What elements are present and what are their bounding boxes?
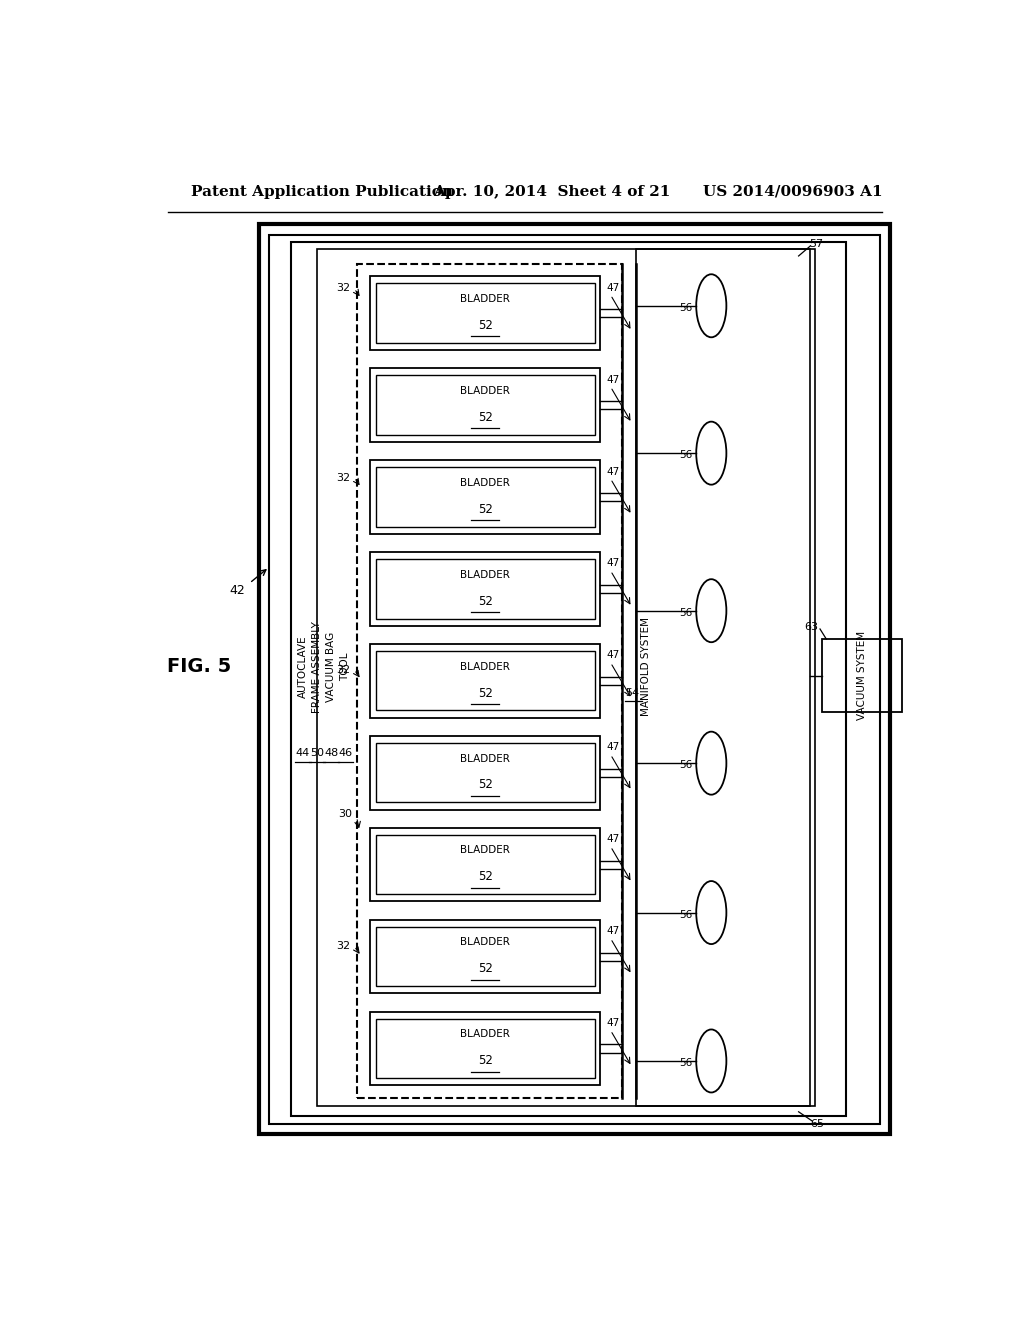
Text: VACUUM SYSTEM: VACUUM SYSTEM (857, 631, 867, 721)
Text: BLADDER: BLADDER (460, 478, 510, 488)
Text: 56: 56 (679, 909, 692, 920)
Text: BLADDER: BLADDER (460, 661, 510, 672)
Text: Patent Application Publication: Patent Application Publication (191, 185, 454, 199)
Text: TOOL: TOOL (340, 652, 350, 681)
Bar (822, 639, 902, 713)
Text: BLADDER: BLADDER (460, 754, 510, 763)
Text: 30: 30 (339, 809, 352, 818)
Bar (291, 242, 846, 1115)
Text: 44: 44 (296, 748, 309, 758)
Text: 47: 47 (606, 834, 620, 845)
Bar (376, 284, 595, 343)
Text: 65: 65 (811, 1119, 824, 1129)
Bar (370, 552, 600, 626)
Bar (356, 264, 623, 1097)
Text: US 2014/0096903 A1: US 2014/0096903 A1 (703, 185, 883, 199)
Text: 32: 32 (336, 284, 350, 293)
Bar (376, 927, 595, 986)
Bar (370, 368, 600, 442)
Bar (636, 249, 811, 1106)
Text: 56: 56 (679, 1059, 692, 1068)
Text: MANIFOLD SYSTEM: MANIFOLD SYSTEM (641, 618, 651, 717)
Text: 32: 32 (336, 941, 350, 952)
Text: BLADDER: BLADDER (460, 570, 510, 579)
Text: 47: 47 (606, 466, 620, 477)
Text: 54: 54 (625, 688, 639, 698)
Text: 47: 47 (606, 282, 620, 293)
Text: FIG. 5: FIG. 5 (167, 657, 231, 676)
Bar (376, 836, 595, 895)
Text: 32: 32 (336, 665, 350, 675)
Text: BLADDER: BLADDER (460, 1030, 510, 1039)
Bar (376, 1019, 595, 1078)
Bar (370, 276, 600, 350)
Text: BLADDER: BLADDER (460, 937, 510, 948)
Text: 47: 47 (606, 742, 620, 752)
Bar (376, 467, 595, 527)
Text: 47: 47 (606, 1018, 620, 1028)
Text: Apr. 10, 2014  Sheet 4 of 21: Apr. 10, 2014 Sheet 4 of 21 (433, 185, 671, 199)
Bar (370, 828, 600, 902)
Text: 47: 47 (606, 651, 620, 660)
Text: AUTOCLAVE: AUTOCLAVE (298, 635, 307, 698)
Text: BLADDER: BLADDER (460, 385, 510, 396)
Text: 32: 32 (336, 473, 350, 483)
Text: BLADDER: BLADDER (460, 294, 510, 304)
Text: 48: 48 (324, 748, 338, 758)
Bar (370, 920, 600, 994)
Text: 47: 47 (606, 927, 620, 936)
Bar (316, 249, 815, 1106)
Bar (259, 224, 890, 1134)
Text: 57: 57 (809, 239, 823, 248)
Text: 56: 56 (679, 607, 692, 618)
Bar (370, 461, 600, 533)
Text: BLADDER: BLADDER (460, 845, 510, 855)
Text: 52: 52 (477, 686, 493, 700)
Text: 52: 52 (477, 411, 493, 424)
Text: 52: 52 (477, 319, 493, 331)
Text: 50: 50 (310, 748, 324, 758)
Text: 52: 52 (477, 503, 493, 516)
Bar (376, 651, 595, 710)
Bar (370, 644, 600, 718)
Text: FRAME ASSEMBLY: FRAME ASSEMBLY (312, 620, 322, 713)
Text: 63: 63 (805, 622, 818, 632)
Text: 56: 56 (679, 302, 692, 313)
Text: 42: 42 (229, 583, 246, 597)
Bar (269, 235, 880, 1125)
Text: 52: 52 (477, 779, 493, 792)
Text: 56: 56 (679, 760, 692, 770)
Bar (376, 375, 595, 434)
Text: 52: 52 (477, 962, 493, 975)
Text: 47: 47 (606, 375, 620, 384)
Text: 47: 47 (606, 558, 620, 569)
Bar (370, 737, 600, 809)
Bar (370, 1011, 600, 1085)
Text: 52: 52 (477, 1055, 493, 1068)
Text: 46: 46 (338, 748, 352, 758)
Text: 52: 52 (477, 870, 493, 883)
Bar (376, 560, 595, 619)
Text: 52: 52 (477, 594, 493, 607)
Bar (376, 743, 595, 803)
Text: VACUUM BAG: VACUUM BAG (327, 631, 336, 702)
Text: 56: 56 (679, 450, 692, 461)
